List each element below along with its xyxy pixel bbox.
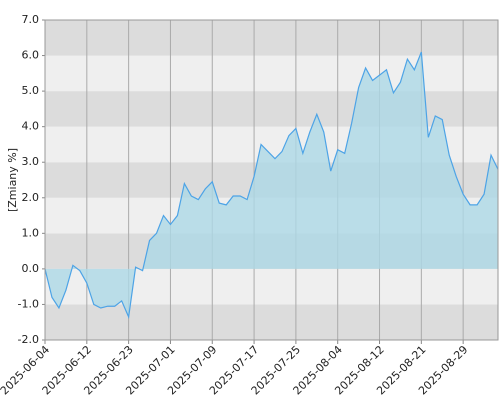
band <box>45 91 498 127</box>
line <box>44 51 499 320</box>
y-tick-label: -2.0 <box>18 333 39 346</box>
band <box>45 20 498 56</box>
y-tick-label: 5.0 <box>22 84 40 97</box>
y-tick-label: 1.0 <box>22 226 40 239</box>
y-axis-label: [Zmiany %] <box>6 148 19 212</box>
y-tick-label: 0.0 <box>22 262 40 275</box>
y-tick-label: 6.0 <box>22 49 40 62</box>
y-tick-label: 2.0 <box>22 191 40 204</box>
y-tick-label: 3.0 <box>22 155 40 168</box>
area <box>45 52 498 317</box>
band <box>45 304 498 340</box>
plot-frame <box>44 19 499 341</box>
band <box>45 55 498 92</box>
y-tick-label: 4.0 <box>22 120 40 133</box>
y-tick-label: 7.0 <box>22 13 40 26</box>
y-tick-label: -1.0 <box>18 297 39 310</box>
